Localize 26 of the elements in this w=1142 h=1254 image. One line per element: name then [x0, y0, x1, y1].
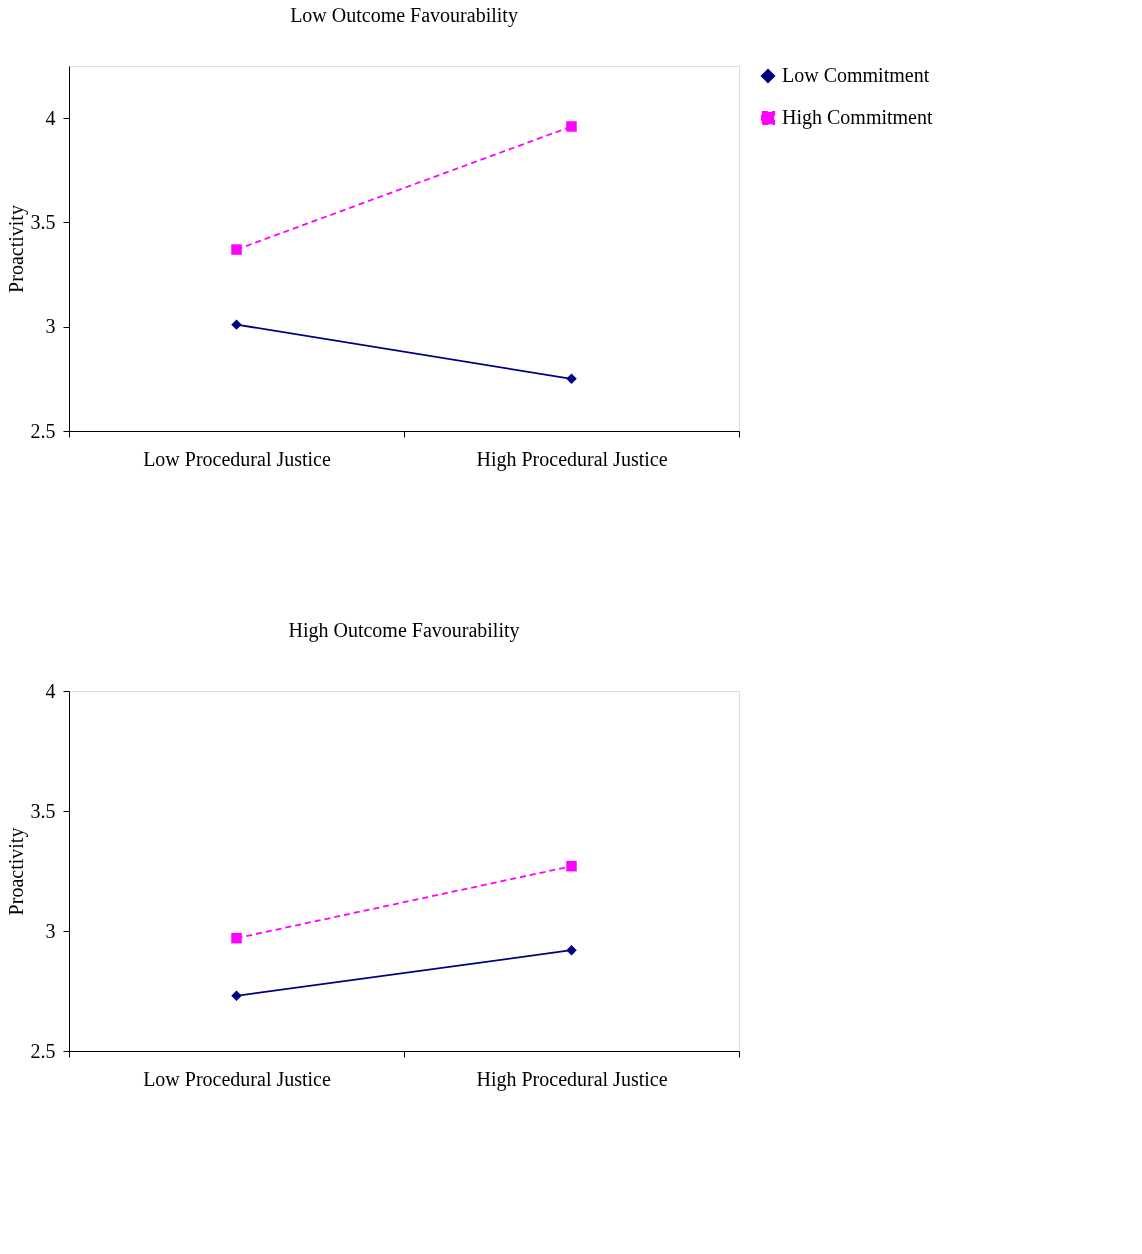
legend-label: Low Commitment — [782, 64, 930, 86]
y-tick-label: 4 — [45, 106, 56, 129]
y-tick-label: 2.5 — [30, 419, 56, 442]
y-tick-label: 2.5 — [30, 1039, 56, 1062]
point — [231, 244, 242, 255]
y-tick-label: 3.5 — [30, 210, 56, 233]
point — [566, 860, 577, 872]
x-tick-label: Low Procedural Justice — [143, 447, 331, 470]
legend-label: High Commitment — [782, 106, 933, 129]
y-tick-label: 4 — [45, 679, 56, 702]
x-tick-label: Low Procedural Justice — [143, 1067, 331, 1090]
y-tick-label: 3.5 — [30, 799, 56, 822]
chart-title: Low Outcome Favourability — [290, 4, 518, 27]
chart-title: High Outcome Favourability — [288, 619, 520, 642]
y-axis-title: Proactivity — [4, 205, 28, 293]
x-tick-label: High Procedural Justice — [476, 447, 668, 471]
x-tick-label: High Procedural Justice — [476, 1067, 668, 1091]
point — [566, 944, 577, 956]
y-axis-title: Proactivity — [4, 827, 28, 916]
point — [566, 121, 577, 132]
y-tick-label: 3 — [45, 315, 56, 338]
point — [231, 319, 242, 330]
y-tick-label: 3 — [45, 919, 56, 942]
point — [566, 373, 577, 385]
point — [231, 990, 242, 1002]
point — [231, 932, 242, 944]
